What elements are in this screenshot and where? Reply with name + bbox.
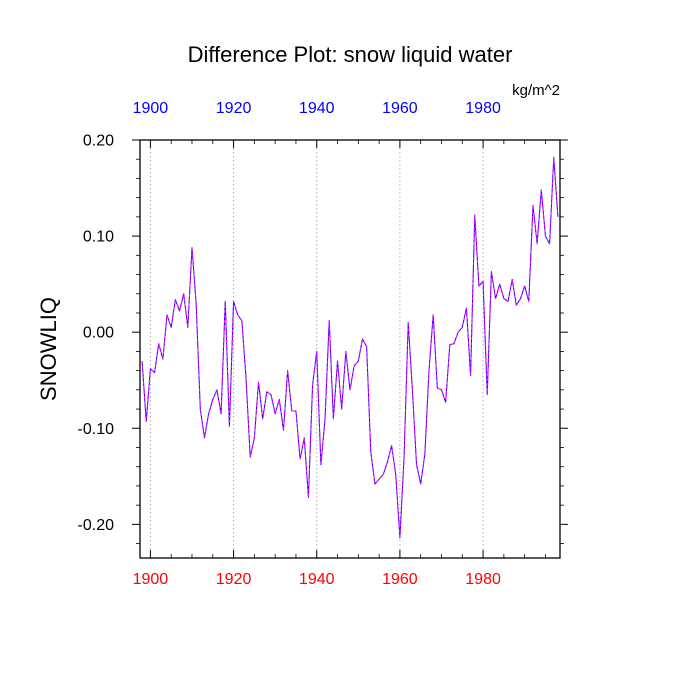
- y-tick-label: -0.10: [78, 421, 115, 438]
- x-tick-label-bottom: 1900: [133, 571, 169, 588]
- x-tick-label-bottom: 1960: [382, 571, 418, 588]
- plot-frame: [139, 139, 561, 559]
- y-axis-label: SNOWLIQ: [36, 297, 61, 401]
- x-tick-label-bottom: 1920: [216, 571, 252, 588]
- x-tick-label-top: 1940: [299, 100, 335, 117]
- x-tick-label-bottom: 1940: [299, 571, 335, 588]
- x-tick-label-top: 1980: [465, 100, 501, 117]
- units-label: kg/m^2: [512, 82, 560, 99]
- series-lines: [141, 156, 559, 539]
- chart-title: Difference Plot: snow liquid water: [188, 42, 513, 67]
- x-tick-label-bottom: 1980: [465, 571, 501, 588]
- y-tick-label: -0.20: [78, 517, 115, 534]
- y-tick-label: 0.10: [83, 229, 114, 246]
- y-tick-label: 0.00: [83, 325, 114, 342]
- grid-lines: [149, 140, 484, 558]
- x-tick-label-top: 1920: [216, 100, 252, 117]
- x-tick-label-top: 1960: [382, 100, 418, 117]
- line-series-a: [141, 156, 559, 539]
- y-tick-label: 0.20: [83, 133, 114, 150]
- x-tick-label-top: 1900: [133, 100, 169, 117]
- line-series-b: [141, 156, 559, 539]
- tick-marks: [132, 139, 568, 558]
- tick-labels: 1900 1920 1940 1960 1980 1900 1920 1940 1960 1980…: [78, 100, 501, 588]
